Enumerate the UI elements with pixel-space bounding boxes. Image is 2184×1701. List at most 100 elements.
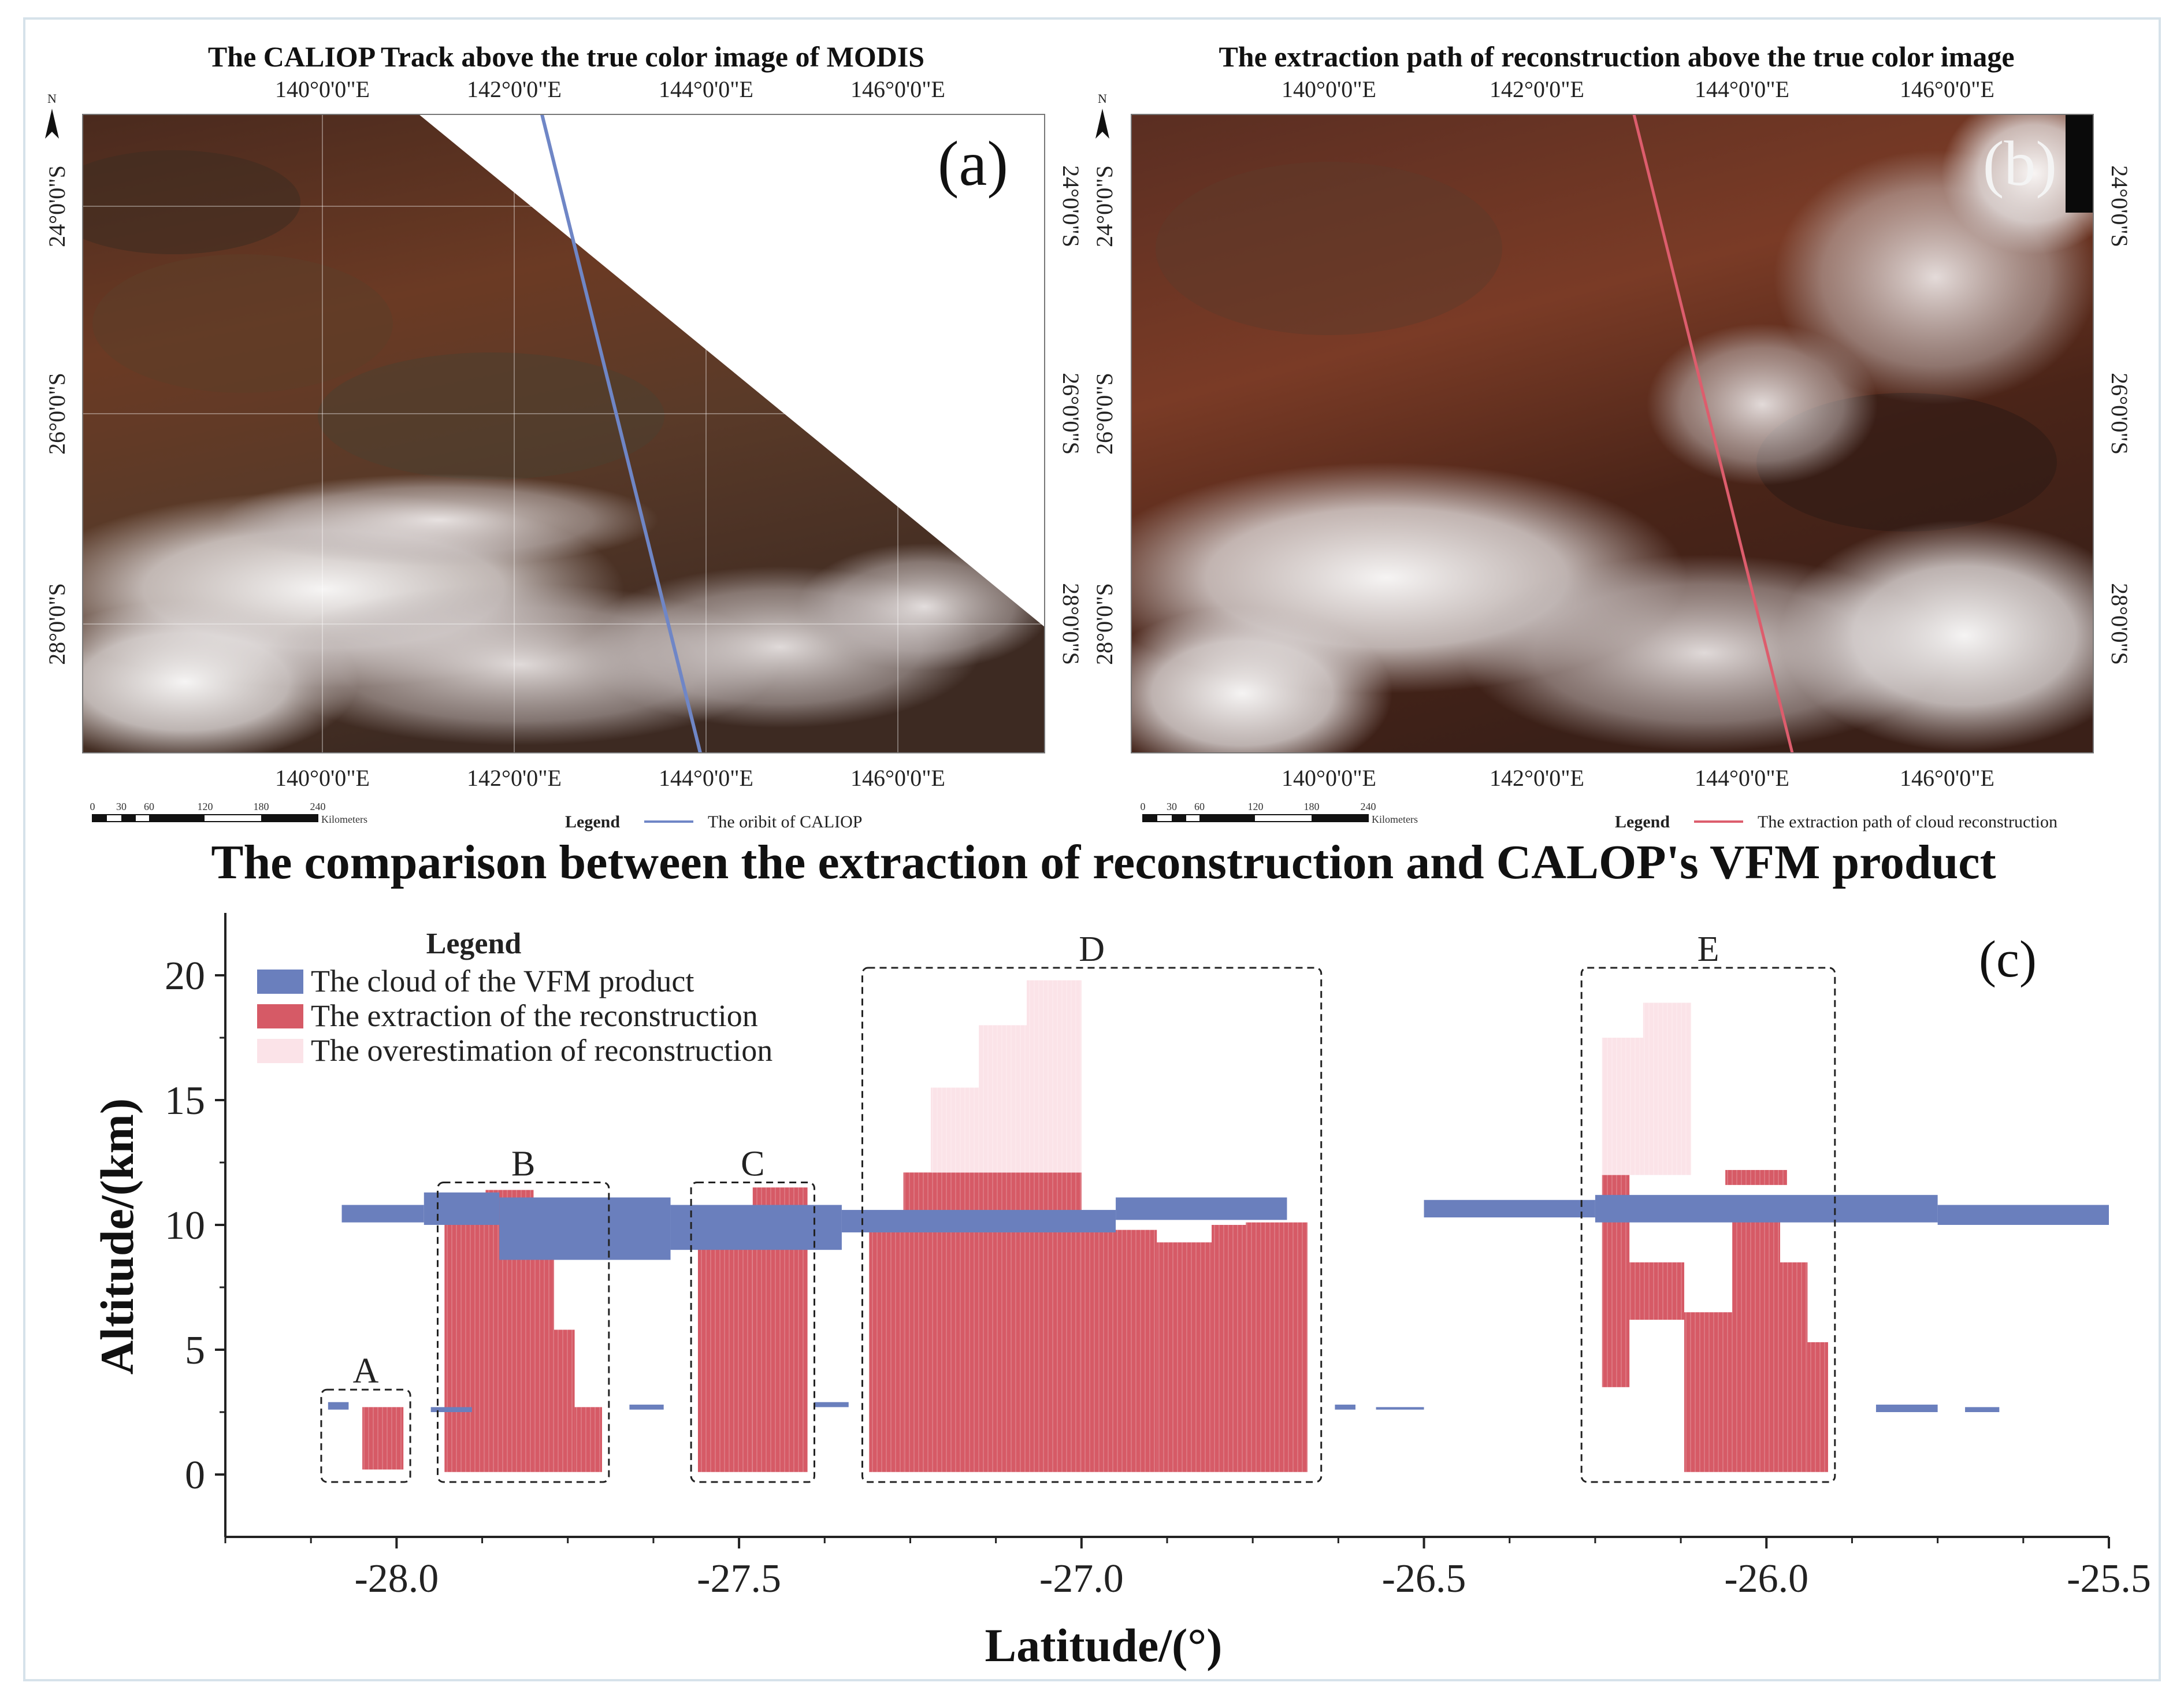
svg-text:24°0'0"S: 24°0'0"S [1091,165,1117,247]
y-tick-label: 5 [185,1328,205,1373]
svg-text:144°0'0"E: 144°0'0"E [659,765,753,791]
svg-text:N: N [1098,91,1107,106]
cloud-band [1875,1405,1938,1412]
bar-hatch [1725,1169,1787,1185]
x-tick-label: -26.0 [1724,1557,1808,1601]
panel-a-top-lon-ticks: 140°0'0"E 142°0'0"E 144°0'0"E 146°0'0"E [275,76,945,102]
cloud-band [1376,1407,1424,1410]
cloud-band [328,1402,349,1410]
bar-hatch [362,1407,404,1470]
panel-a-title: The CALIOP Track above the true color im… [208,40,924,73]
cloud-band [1965,1407,2000,1412]
panel-b-map-image [1131,114,2093,753]
svg-text:0: 0 [1141,801,1146,812]
series-the-overestimation-of-reconstruction [931,980,1691,1175]
x-tick-label: -28.0 [354,1557,439,1601]
svg-text:24°0'0"S: 24°0'0"S [2107,165,2133,247]
region-label-C: C [741,1145,764,1184]
bar-hatch [1684,1312,1732,1472]
legend-label-extraction: The extraction of the reconstruction [311,998,758,1033]
svg-text:28°0'0"S: 28°0'0"S [44,583,70,665]
bar-hatch [1212,1225,1246,1472]
region-box-E [1580,967,1836,1483]
svg-text:180: 180 [1304,801,1320,812]
region-label-E: E [1698,930,1719,969]
bar-hatch [444,1222,486,1472]
region-box-B [436,1182,610,1483]
svg-text:120: 120 [1248,801,1264,812]
panel-b-north-arrow-icon: N [1095,91,1109,139]
chart-legend: Legend The cloud of the VFM product The … [257,927,772,1068]
svg-text:26°0'0"S: 26°0'0"S [2107,373,2133,455]
chart-panel-label: (c) [1979,931,2037,988]
svg-text:240: 240 [310,801,326,812]
bar-hatch [1157,1242,1212,1472]
panel-a-left-lat-ticks: 24°0'0"S 26°0'0"S 28°0'0"S [44,165,70,665]
svg-text:144°0'0"E: 144°0'0"E [659,76,753,102]
region-box-D [861,967,1323,1483]
svg-text:Legend: Legend [1615,812,1670,831]
chart-title: The comparison between the extraction of… [211,835,1996,889]
svg-text:24°0'0"S: 24°0'0"S [1058,165,1084,247]
series-the-extraction-of-the-reconstruction [362,1169,1828,1472]
svg-text:146°0'0"E: 146°0'0"E [850,76,945,102]
cloud-band [430,1407,472,1412]
panel-a-legend: Legend The oribit of CALIOP [565,812,862,831]
bar-hatch [1780,1262,1808,1472]
cloud-band [1116,1197,1287,1220]
chart-x-axis-label: Latitude/(°) [985,1619,1223,1672]
bar-hatch [554,1329,575,1472]
panel-b-top-lon-ticks: 140°0'0"E 142°0'0"E 144°0'0"E 146°0'0"E [1282,76,1994,102]
bar-hatch [574,1407,602,1472]
bar-hatch [1732,1212,1780,1472]
x-tick-label: -25.5 [2067,1557,2151,1601]
panel-b-right-lat-ticks: 24°0'0"S 26°0'0"S 28°0'0"S [2107,165,2133,665]
chart-y-axis-label: Altitude/(km) [91,1098,143,1375]
y-tick-label: 20 [165,954,205,998]
svg-text:28°0'0"S: 28°0'0"S [1091,583,1117,665]
x-tick-label: -27.0 [1039,1557,1124,1601]
bar-hatch [1081,1230,1157,1472]
bar-hatch [931,1087,979,1173]
cloud-band [814,1402,849,1407]
panel-a-right-lat-ticks: 24°0'0"S 26°0'0"S 28°0'0"S [1058,165,1084,665]
bar-hatch [1643,1002,1691,1175]
svg-text:26°0'0"S: 26°0'0"S [1058,373,1084,455]
svg-text:30: 30 [1167,801,1177,812]
panel-b-bottom-lon-ticks: 140°0'0"E 142°0'0"E 144°0'0"E 146°0'0"E [1282,765,1994,791]
bar-hatch [979,1025,1027,1173]
region-box-C [690,1182,815,1483]
svg-text:140°0'0"E: 140°0'0"E [275,765,370,791]
svg-text:Legend: Legend [565,812,620,831]
legend-swatch-extraction [257,1004,303,1028]
cloud-band [1595,1195,1938,1223]
chart-region-boxes: A B C D E [320,930,1836,1483]
svg-text:N: N [47,91,57,106]
caliop-orbit-track [540,114,702,753]
legend-swatch-vfm [257,970,303,994]
figure-frame [23,17,2161,1681]
region-label-B: B [511,1145,535,1184]
svg-text:146°0'0"E: 146°0'0"E [850,765,945,791]
region-label-A: A [353,1351,379,1391]
svg-text:140°0'0"E: 140°0'0"E [1282,765,1376,791]
svg-text:140°0'0"E: 140°0'0"E [1282,76,1376,102]
cloud-band [1937,1205,2109,1225]
svg-text:142°0'0"E: 142°0'0"E [467,76,562,102]
region-box-A [320,1388,411,1483]
bar-hatch [697,1210,753,1472]
svg-text:146°0'0"E: 146°0'0"E [1900,76,1994,102]
svg-text:The oribit of CALIOP: The oribit of CALIOP [708,812,862,831]
x-tick-label: -26.5 [1382,1557,1466,1601]
bar-hatch [1026,980,1082,1173]
legend-label-vfm: The cloud of the VFM product [311,964,694,998]
svg-text:26°0'0"S: 26°0'0"S [44,373,70,455]
bar-hatch [1602,1038,1643,1175]
svg-text:Kilometers: Kilometers [1372,814,1418,825]
y-tick-label: 15 [165,1079,205,1123]
svg-text:140°0'0"E: 140°0'0"E [275,76,370,102]
svg-text:146°0'0"E: 146°0'0"E [1900,765,1994,791]
cloud-band [1424,1199,1595,1218]
y-tick-label: 0 [185,1453,205,1498]
